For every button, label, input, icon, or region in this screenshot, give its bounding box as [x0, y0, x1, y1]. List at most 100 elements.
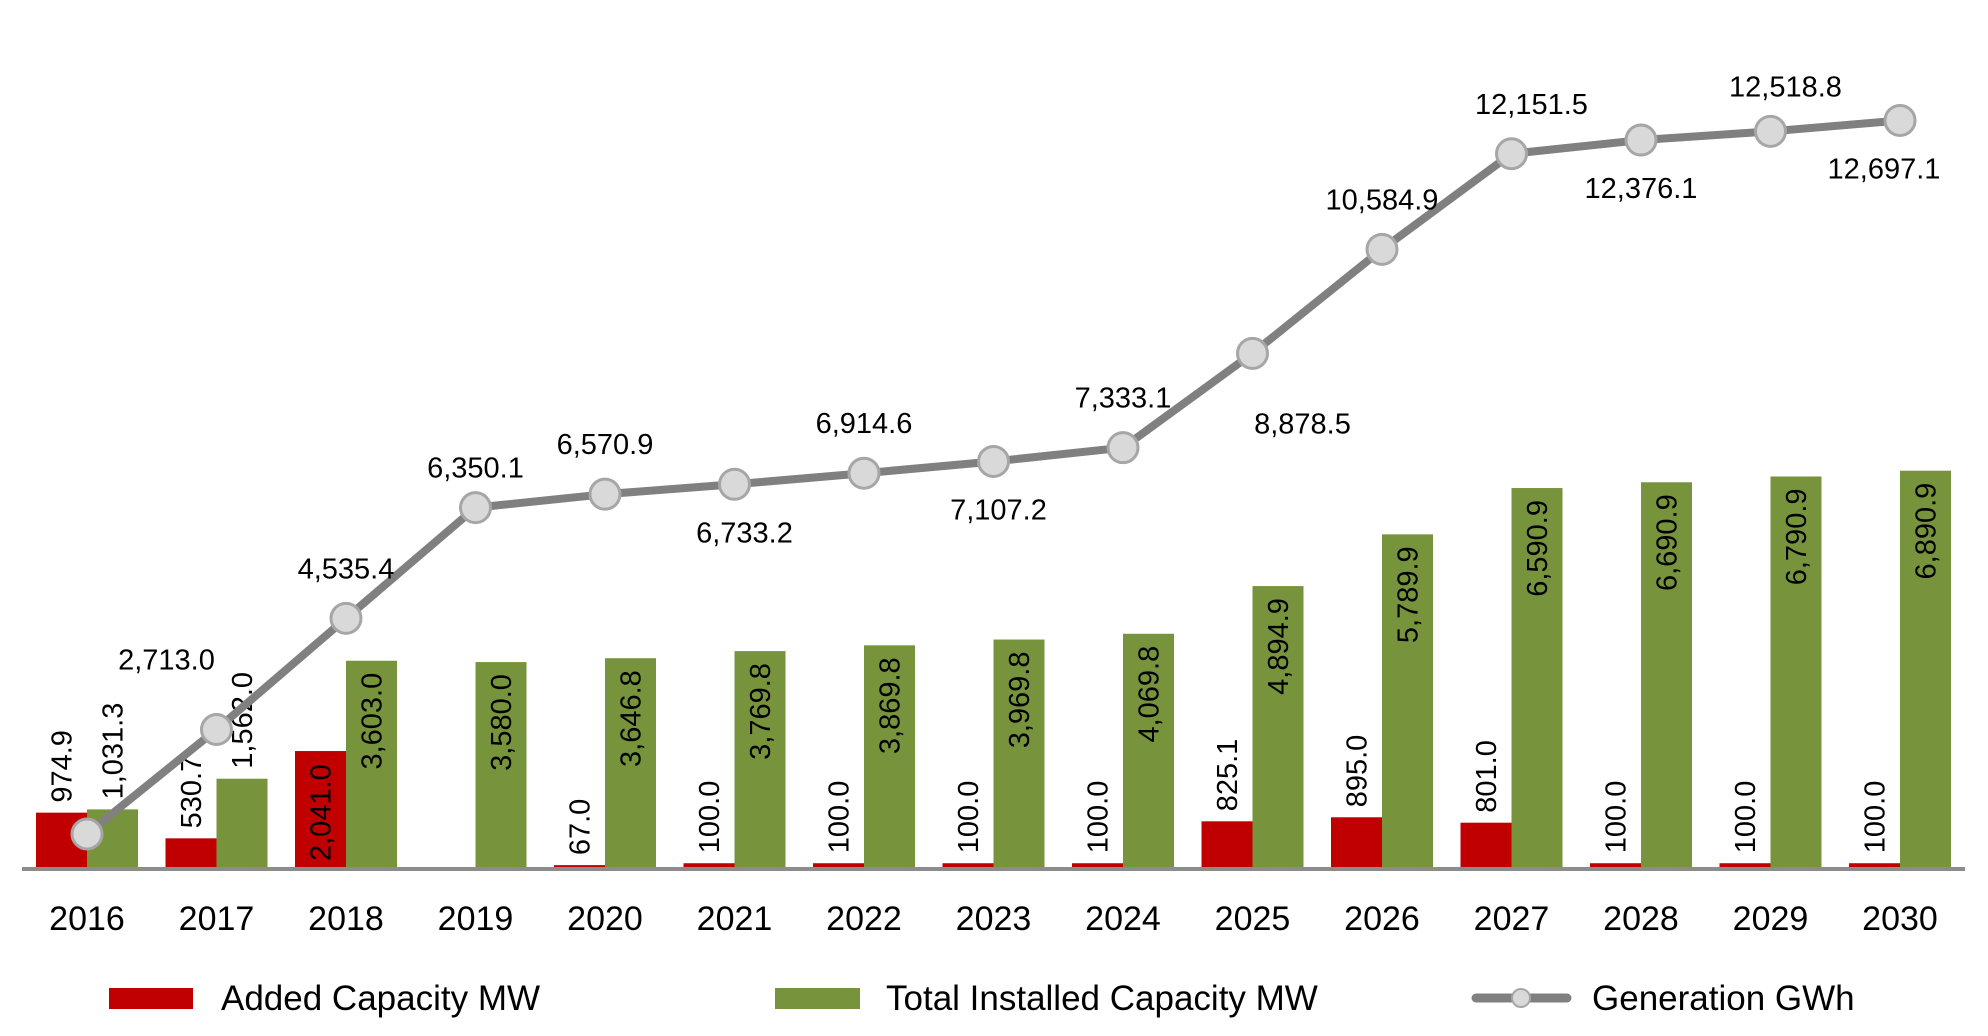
bar-data-label: 4,069.8 — [1134, 646, 1166, 743]
bar-added-capacity — [1460, 822, 1512, 869]
x-tick-labels: 2016 2017 2018 2019 2020 2021 2022 2023 2024 2025… — [49, 900, 1938, 938]
bar-total-capacity — [1900, 470, 1951, 869]
bar-data-label: 3,869.8 — [875, 657, 907, 754]
bar-data-label: 100.0 — [694, 781, 726, 854]
bar-added-capacity — [165, 838, 217, 869]
bar-data-label: 3,603.0 — [357, 673, 389, 770]
generation-marker — [70, 817, 104, 851]
bar-total-capacity — [864, 645, 915, 869]
legend-swatch-green — [775, 988, 860, 1009]
line-data-label: 2,713.0 — [118, 645, 215, 677]
bar-data-label: 67.0 — [565, 799, 597, 855]
bar-data-label: 100.0 — [1730, 781, 1762, 854]
legend-swatch-red — [109, 988, 193, 1009]
bar-added-capacity — [1849, 863, 1900, 869]
generation-marker — [588, 477, 622, 511]
bar-data-label: 6,590.9 — [1522, 500, 1554, 597]
x-tick-label: 2019 — [438, 900, 514, 938]
bar-data-label: 1,031.3 — [98, 703, 130, 800]
generation-marker — [329, 601, 363, 635]
x-tick-label: 2016 — [49, 900, 125, 938]
bar-total-capacity — [734, 651, 786, 869]
bar-data-label: 825.1 — [1212, 739, 1244, 812]
x-tick-label: 2020 — [567, 900, 643, 938]
generation-marker — [1495, 137, 1528, 171]
line-data-label: 8,878.5 — [1254, 408, 1351, 440]
bar-total-capacity — [216, 778, 268, 869]
bar-total-capacity — [1511, 488, 1563, 869]
bar-total-capacity — [993, 639, 1045, 869]
bar-data-label: 3,646.8 — [616, 670, 648, 767]
bar-added-capacity — [942, 863, 994, 869]
legend-label: Generation GWh — [1592, 979, 1855, 1018]
bar-data-label: 801.0 — [1471, 740, 1503, 813]
bar-data-label: 2,041.0 — [306, 764, 338, 861]
generation-marker — [977, 444, 1010, 478]
bar-data-label: 530.7 — [176, 756, 208, 829]
x-tick-label: 2028 — [1603, 900, 1679, 938]
generation-marker — [459, 491, 492, 525]
bar-data-label: 974.9 — [47, 730, 79, 803]
bar-data-label: 3,769.8 — [745, 663, 777, 760]
bar-total-capacity — [1641, 482, 1692, 869]
bar-added-capacity — [1201, 821, 1253, 869]
line-data-label: 12,376.1 — [1585, 173, 1698, 205]
legend: Added Capacity MW Total Installed Capaci… — [109, 979, 1855, 1018]
line-data-label: 6,914.6 — [816, 408, 913, 440]
x-tick-label: 2027 — [1474, 900, 1550, 938]
x-tick-label: 2024 — [1085, 900, 1161, 938]
legend-item-generation[interactable]: Generation GWh — [1471, 979, 1855, 1018]
x-tick-label: 2026 — [1344, 900, 1420, 938]
bar-data-label: 4,894.9 — [1263, 598, 1295, 695]
bar-total-capacity — [1770, 476, 1822, 869]
generation-marker — [718, 467, 751, 501]
bar-data-label: 6,690.9 — [1652, 494, 1684, 591]
line-data-label: 6,350.1 — [427, 453, 524, 485]
generation-marker — [1883, 103, 1917, 137]
x-tick-label: 2017 — [179, 900, 255, 938]
bar-data-label: 100.0 — [1601, 781, 1633, 854]
legend-label: Added Capacity MW — [221, 979, 540, 1018]
bar-data-label: 6,890.9 — [1911, 483, 1943, 580]
legend-label: Total Installed Capacity MW — [886, 979, 1318, 1018]
bar-data-label: 895.0 — [1342, 735, 1374, 808]
x-tick-label: 2029 — [1733, 900, 1809, 938]
generation-marker — [1106, 431, 1140, 465]
bar-added-capacity — [1331, 817, 1382, 869]
bar-data-label: 3,580.0 — [486, 674, 518, 771]
generation-marker — [200, 713, 233, 747]
legend-marker-icon — [1511, 988, 1531, 1008]
line-data-label: 6,570.9 — [557, 429, 654, 461]
legend-item-total-capacity[interactable]: Total Installed Capacity MW — [775, 979, 1318, 1018]
bar-data-label: 100.0 — [953, 781, 985, 854]
bars-layer — [36, 470, 1951, 869]
bar-data-label: 100.0 — [1860, 781, 1892, 854]
bar-data-label: 100.0 — [1083, 781, 1115, 854]
generation-marker — [847, 456, 881, 490]
bar-added-capacity — [1719, 863, 1771, 869]
legend-item-added-capacity[interactable]: Added Capacity MW — [109, 979, 540, 1018]
x-tick-label: 2022 — [826, 900, 902, 938]
bar-added-capacity — [813, 863, 864, 869]
line-data-label: 4,535.4 — [298, 553, 395, 585]
x-tick-label: 2018 — [308, 900, 384, 938]
bar-added-capacity — [1590, 863, 1641, 869]
bar-labels-layer: 974.9 1,031.3 530.71,562.02,041.03,603.0 3,… — [47, 483, 1943, 861]
x-tick-label: 2021 — [697, 900, 773, 938]
bar-total-capacity — [1382, 534, 1433, 869]
line-data-label: 12,697.1 — [1828, 153, 1941, 185]
line-data-label: 12,151.5 — [1475, 89, 1588, 121]
bar-added-capacity — [295, 751, 346, 869]
x-tick-label: 2025 — [1215, 900, 1291, 938]
bar-data-label: 5,789.9 — [1393, 546, 1425, 643]
bar-total-capacity — [605, 658, 656, 869]
bar-data-label: 6,790.9 — [1781, 488, 1813, 585]
x-tick-label: 2030 — [1862, 900, 1938, 938]
line-data-label: 7,107.2 — [950, 494, 1047, 526]
bar-total-capacity — [1123, 633, 1174, 869]
generation-marker — [1754, 114, 1787, 148]
line-data-label: 6,733.2 — [696, 517, 793, 549]
generation-marker — [1624, 123, 1658, 157]
line-data-label: 12,518.8 — [1729, 71, 1842, 103]
